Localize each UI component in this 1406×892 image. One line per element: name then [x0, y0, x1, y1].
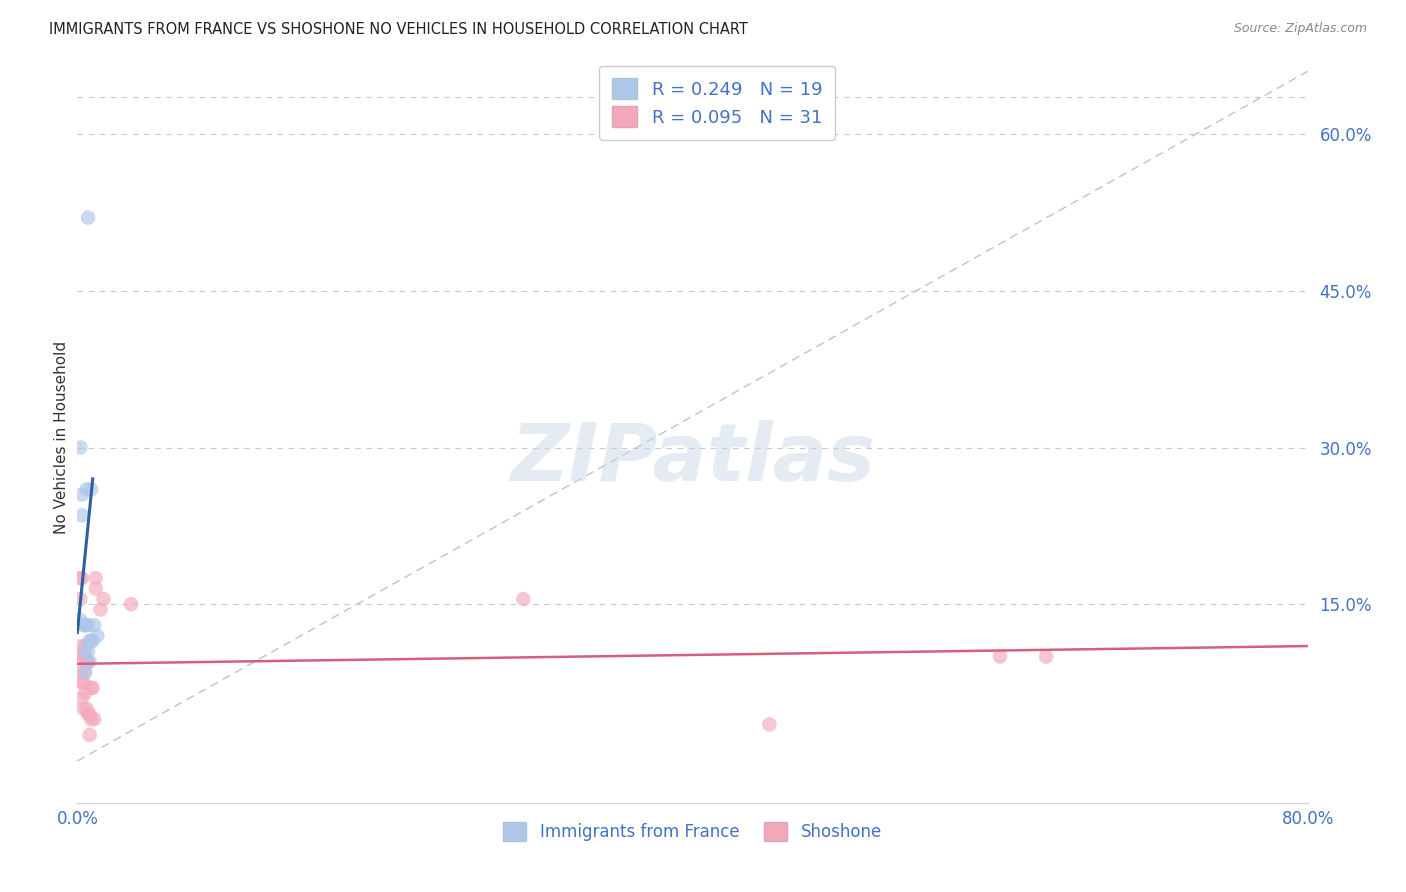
Point: [72, 649, 94, 664]
Point: [80, 681, 103, 695]
Point: [84, 571, 107, 585]
Point: [83, 712, 105, 726]
Point: [80, 712, 103, 726]
Point: [79, 706, 101, 721]
Point: [79, 655, 101, 669]
Text: IMMIGRANTS FROM FRANCE VS SHOSHONE NO VEHICLES IN HOUSEHOLD CORRELATION CHART: IMMIGRANTS FROM FRANCE VS SHOSHONE NO VE…: [49, 22, 748, 37]
Point: [77, 644, 100, 658]
Point: [73, 618, 96, 632]
Text: Source: ZipAtlas.com: Source: ZipAtlas.com: [1233, 22, 1367, 36]
Point: [73, 665, 96, 680]
Point: [77, 618, 100, 632]
Point: [76, 655, 98, 669]
Text: ZIPatlas: ZIPatlas: [510, 420, 875, 498]
Point: [120, 597, 142, 611]
Point: [93, 592, 115, 607]
Point: [86, 629, 108, 643]
Point: [69, 592, 91, 607]
Point: [70, 571, 93, 585]
Point: [512, 592, 534, 607]
Point: [70, 691, 93, 706]
Point: [83, 618, 105, 632]
Point: [72, 675, 94, 690]
Point: [79, 633, 101, 648]
Point: [988, 649, 1011, 664]
Point: [69, 571, 91, 585]
Point: [82, 681, 104, 695]
Point: [72, 702, 94, 716]
Point: [77, 655, 100, 669]
Legend: Immigrants from France, Shoshone: Immigrants from France, Shoshone: [495, 814, 890, 849]
Point: [79, 728, 101, 742]
Point: [70, 508, 93, 523]
Point: [89, 602, 111, 616]
Point: [82, 633, 104, 648]
Y-axis label: No Vehicles in Household: No Vehicles in Household: [53, 341, 69, 533]
Point: [69, 639, 91, 653]
Point: [77, 706, 100, 721]
Point: [70, 675, 93, 690]
Point: [76, 702, 98, 716]
Point: [84, 582, 107, 596]
Point: [70, 649, 93, 664]
Point: [77, 211, 100, 225]
Point: [758, 717, 780, 731]
Point: [73, 639, 96, 653]
Point: [69, 613, 91, 627]
Point: [76, 618, 98, 632]
Point: [73, 686, 96, 700]
Point: [70, 487, 93, 501]
Point: [80, 633, 103, 648]
Point: [76, 483, 98, 497]
Point: [72, 618, 94, 632]
Point: [73, 665, 96, 680]
Point: [69, 441, 91, 455]
Point: [80, 483, 103, 497]
Point: [73, 644, 96, 658]
Point: [1035, 649, 1057, 664]
Point: [69, 665, 91, 680]
